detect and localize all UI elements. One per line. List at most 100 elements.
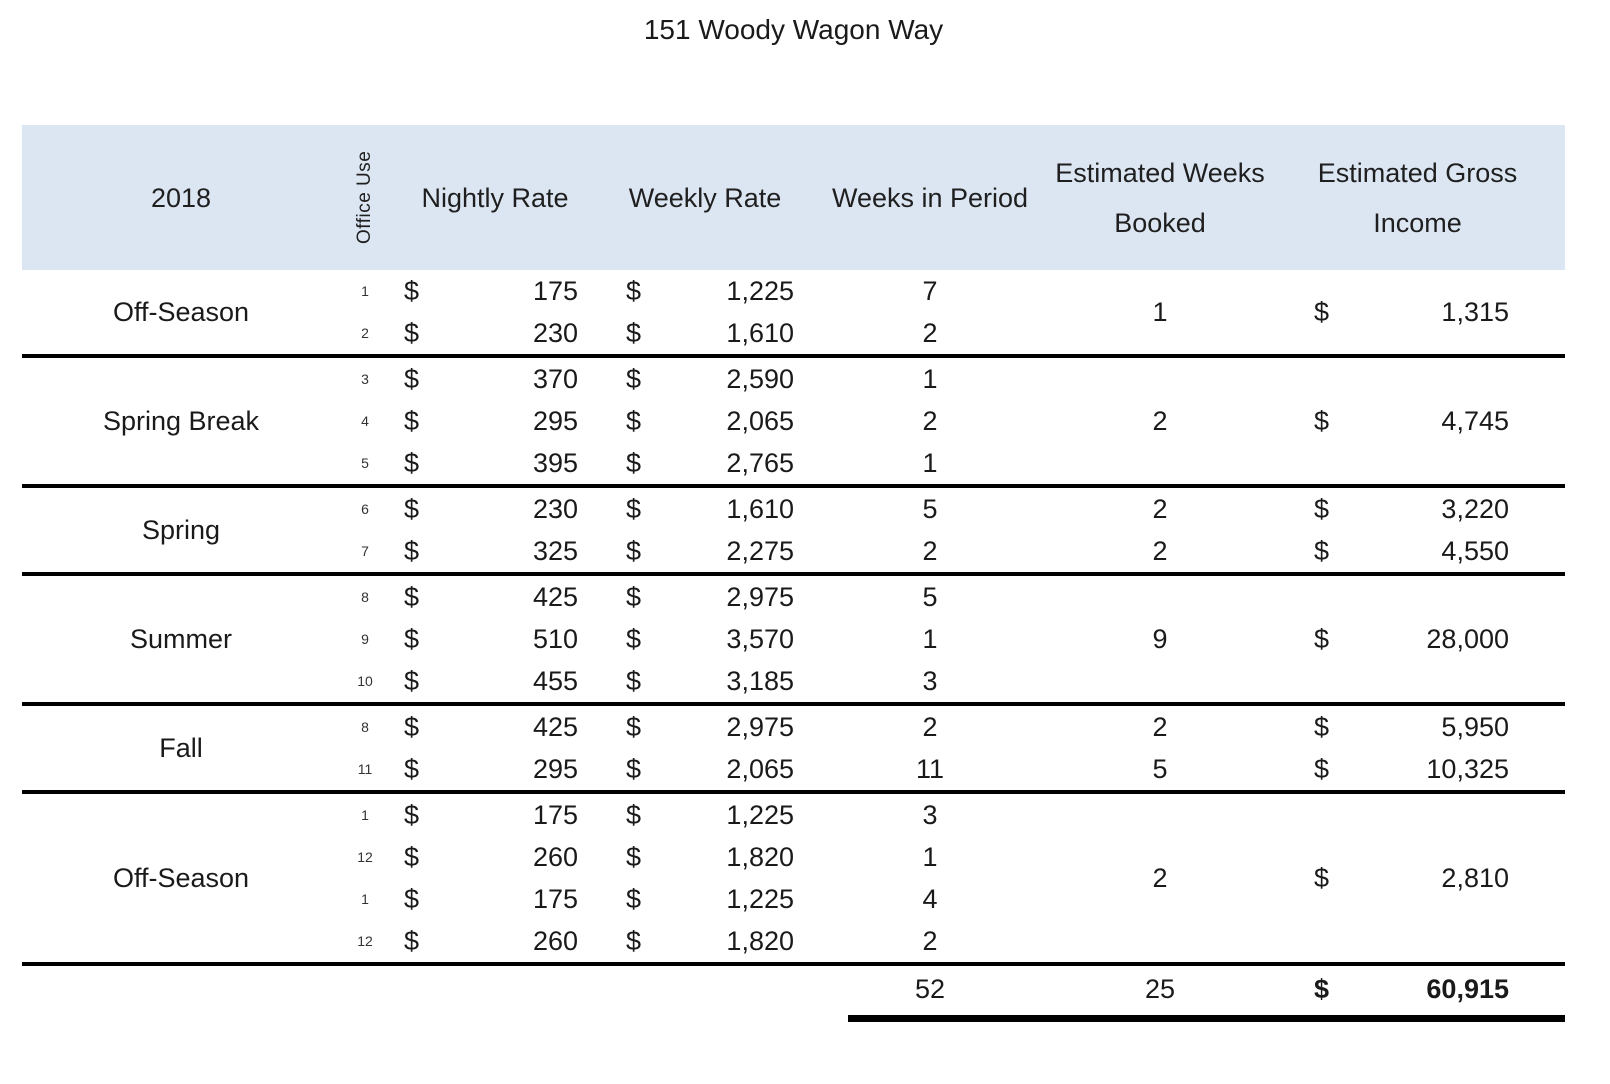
amount: 3,220 <box>1441 493 1509 524</box>
currency-symbol: $ <box>404 711 420 742</box>
amount: 1,225 <box>726 275 794 306</box>
currency-symbol: $ <box>404 405 420 436</box>
weekly-rate-cell: $1,820 <box>600 836 810 878</box>
totals-gross-income: $ 60,915 <box>1270 966 1565 1012</box>
gross-income-cell: $3,220 <box>1270 488 1565 530</box>
weeks-booked-cell: 2 <box>1152 493 1168 524</box>
nightly-rate-cell: $325 <box>390 530 600 572</box>
season-cell: Off-Season <box>112 296 250 327</box>
weeks-in-period-cell: 2 <box>922 535 938 566</box>
weekly-rate-cell: $2,975 <box>600 706 810 748</box>
weeks-in-period-cell: 3 <box>922 799 938 830</box>
amount: 175 <box>532 275 578 306</box>
amount: 425 <box>532 711 578 742</box>
weeks-in-period-cell: 2 <box>922 925 938 956</box>
weekly-rate-cell: $1,225 <box>600 270 810 312</box>
office-use-cell: 7 <box>361 543 369 559</box>
amount: 175 <box>532 799 578 830</box>
header-estimated-weeks-booked: Estimated Weeks Booked <box>1055 157 1265 238</box>
nightly-rate-cell: $230 <box>390 488 600 530</box>
currency-symbol: $ <box>1314 711 1330 742</box>
weekly-rate-cell: $1,820 <box>600 920 810 962</box>
nightly-rate-cell: $295 <box>390 400 600 442</box>
currency-symbol: $ <box>404 623 420 654</box>
currency-symbol: $ <box>404 363 420 394</box>
office-use-cell: 10 <box>357 673 373 689</box>
amount: 1,225 <box>726 883 794 914</box>
weekly-rate-cell: $1,225 <box>600 878 810 920</box>
amount: 295 <box>532 753 578 784</box>
nightly-rate-cell: $175 <box>390 794 600 836</box>
office-use-cell: 2 <box>361 325 369 341</box>
currency-symbol: $ <box>404 883 420 914</box>
office-use-cell: 5 <box>361 455 369 471</box>
nightly-rate-cell: $455 <box>390 660 600 702</box>
amount: 260 <box>532 841 578 872</box>
amount: 175 <box>532 883 578 914</box>
amount: 2,810 <box>1441 862 1509 893</box>
season-group: Summer 8 $425 $2,975 5 9 $510 $3,570 1 10 $455 $3,1… <box>22 576 1565 706</box>
amount: 2,065 <box>726 753 794 784</box>
amount: 2,765 <box>726 447 794 478</box>
amount: 510 <box>532 623 578 654</box>
amount: 3,185 <box>726 665 794 696</box>
currency-symbol: $ <box>404 317 420 348</box>
totals-weeks-in-period: 52 <box>914 973 946 1004</box>
weeks-booked-cell: 2 <box>1152 711 1168 742</box>
season-cell: Fall <box>159 732 203 763</box>
nightly-rate-cell: $370 <box>390 358 600 400</box>
gross-income-cell: $5,950 <box>1270 706 1565 748</box>
office-use-cell: 8 <box>361 589 369 605</box>
currency-symbol: $ <box>404 925 420 956</box>
header-year: 2018 <box>150 182 212 213</box>
gross-income-cell: $2,810 <box>1270 794 1565 962</box>
amount: 230 <box>532 317 578 348</box>
nightly-rate-cell: $295 <box>390 748 600 790</box>
amount: 260 <box>532 925 578 956</box>
nightly-rate-cell: $425 <box>390 706 600 748</box>
nightly-rate-cell: $510 <box>390 618 600 660</box>
amount: 1,610 <box>726 317 794 348</box>
currency-symbol: $ <box>404 665 420 696</box>
weeks-in-period-cell: 2 <box>922 711 938 742</box>
currency-symbol: $ <box>404 535 420 566</box>
weeks-in-period-cell: 4 <box>922 883 938 914</box>
weekly-rate-cell: $1,610 <box>600 488 810 530</box>
amount: 4,745 <box>1441 405 1509 436</box>
currency-symbol: $ <box>626 925 642 956</box>
weeks-in-period-cell: 2 <box>922 317 938 348</box>
weeks-in-period-cell: 1 <box>922 841 938 872</box>
nightly-rate-cell: $175 <box>390 270 600 312</box>
totals-weeks-booked: 25 <box>1144 973 1176 1004</box>
weeks-in-period-cell: 2 <box>922 405 938 436</box>
currency-symbol: $ <box>404 493 420 524</box>
season-group: Off-Season 1 $175 $1,225 3 12 $260 $1,820 1 1 $175… <box>22 794 1565 966</box>
currency-symbol: $ <box>1314 493 1330 524</box>
totals-office-use-cell <box>340 966 390 1012</box>
currency-symbol: $ <box>1314 753 1330 784</box>
amount: 1,820 <box>726 841 794 872</box>
season-group: Spring Break 3 $370 $2,590 1 4 $295 $2,065 2 5 $39… <box>22 358 1565 488</box>
currency-symbol: $ <box>1314 623 1330 654</box>
currency-symbol: $ <box>626 363 642 394</box>
weekly-rate-cell: $2,275 <box>600 530 810 572</box>
amount: 2,065 <box>726 405 794 436</box>
amount: 325 <box>532 535 578 566</box>
currency-symbol: $ <box>1314 405 1330 436</box>
season-group: Spring 6 $230 $1,610 5 2 $3,220 7 $325 $2,275 2 2 $4… <box>22 488 1565 576</box>
amount: 395 <box>532 447 578 478</box>
office-use-cell: 12 <box>357 849 373 865</box>
totals-nightly-cell <box>390 966 600 1012</box>
weekly-rate-cell: $3,185 <box>600 660 810 702</box>
amount: 455 <box>532 665 578 696</box>
bottom-border-bar <box>848 1015 1565 1022</box>
weeks-in-period-cell: 1 <box>922 363 938 394</box>
currency-symbol: $ <box>626 275 642 306</box>
amount: 2,590 <box>726 363 794 394</box>
amount: 4,550 <box>1441 535 1509 566</box>
season-cell: Off-Season <box>112 862 250 893</box>
office-use-cell: 6 <box>361 501 369 517</box>
header-nightly-rate: Nightly Rate <box>421 182 569 213</box>
office-use-cell: 1 <box>361 807 369 823</box>
